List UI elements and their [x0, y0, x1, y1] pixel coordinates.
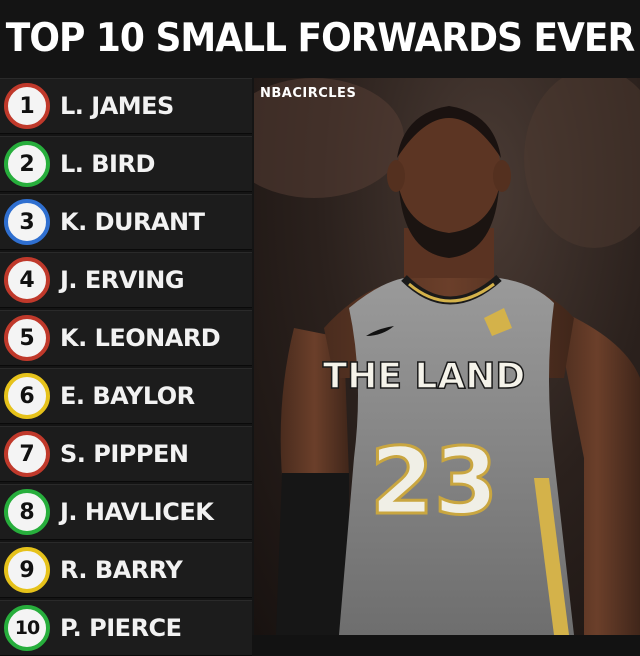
rank-badge: 6 — [4, 373, 50, 419]
page-title: TOP 10 SMALL FORWARDS EVER — [5, 15, 635, 61]
rank-badge: 8 — [4, 489, 50, 535]
player-name: P. PIERCE — [60, 614, 182, 642]
player-name: R. BARRY — [60, 556, 183, 584]
rank-badge: 3 — [4, 199, 50, 245]
list-item: 9 R. BARRY — [0, 542, 252, 598]
player-list: 1 L. JAMES 2 L. BIRD 3 K. DURANT 4 J. ER… — [0, 78, 252, 656]
jersey-number: 23 — [370, 428, 498, 535]
player-name: J. ERVING — [60, 266, 185, 294]
rank-badge: 4 — [4, 257, 50, 303]
jersey-logo-icon — [484, 308, 512, 336]
rank-badge: 5 — [4, 315, 50, 361]
list-item: 6 E. BAYLOR — [0, 368, 252, 424]
player-name: L. JAMES — [60, 92, 174, 120]
player-illustration: THE LAND 23 — [254, 78, 640, 635]
rank-badge: 2 — [4, 141, 50, 187]
player-name: K. LEONARD — [60, 324, 221, 352]
rank-badge: 10 — [4, 605, 50, 651]
rank-badge: 1 — [4, 83, 50, 129]
list-item: 4 J. ERVING — [0, 252, 252, 308]
infographic: TOP 10 SMALL FORWARDS EVER 1 L. JAMES 2 … — [0, 15, 640, 656]
list-item: 3 K. DURANT — [0, 194, 252, 250]
list-item: 5 K. LEONARD — [0, 310, 252, 366]
player-name: J. HAVLICEK — [60, 498, 214, 526]
rank-badge: 9 — [4, 547, 50, 593]
rank-badge: 7 — [4, 431, 50, 477]
player-name: S. PIPPEN — [60, 440, 189, 468]
player-name: K. DURANT — [60, 208, 205, 236]
list-item: 8 J. HAVLICEK — [0, 484, 252, 540]
swoosh-icon — [366, 326, 394, 336]
list-item: 1 L. JAMES — [0, 78, 252, 134]
player-name: L. BIRD — [60, 150, 155, 178]
player-photo: THE LAND 23 — [254, 78, 640, 635]
list-item: 2 L. BIRD — [0, 136, 252, 192]
list-item: 10 P. PIERCE — [0, 600, 252, 656]
watermark: NBACIRCLES — [260, 86, 357, 101]
player-name: E. BAYLOR — [60, 382, 195, 410]
jersey-chest-text: THE LAND — [323, 356, 526, 397]
list-item: 7 S. PIPPEN — [0, 426, 252, 482]
